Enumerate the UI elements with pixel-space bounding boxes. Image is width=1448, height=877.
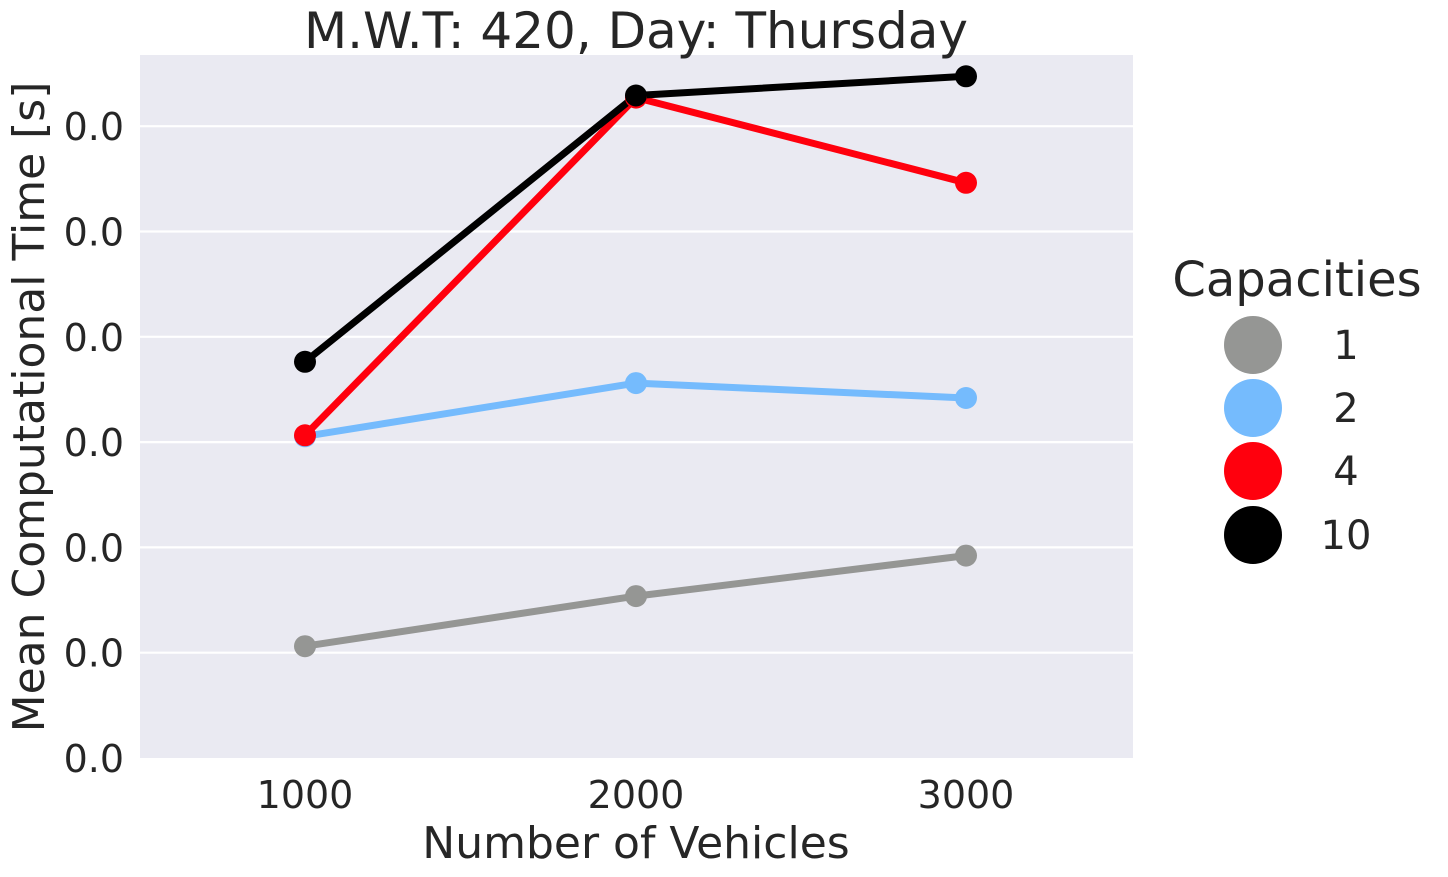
y-tick-label: 0.0 (64, 526, 124, 570)
data-point-1-3000 (955, 544, 977, 567)
y-tick-label: 0.0 (64, 105, 124, 149)
legend-item-1: 1 (1224, 316, 1359, 374)
y-tick-label: 0.0 (64, 421, 124, 465)
legend-marker (1224, 442, 1282, 500)
legend-marker (1224, 379, 1282, 437)
legend-item-10: 10 (1224, 506, 1371, 564)
x-axis-label: Number of Vehicles (422, 818, 849, 869)
y-axis-ticks: 0.0 0.0 0.0 0.0 0.0 0.0 0.0 (64, 105, 124, 781)
y-tick-label: 0.0 (64, 632, 124, 676)
legend-item-4: 4 (1224, 442, 1359, 500)
x-tick-label: 1000 (257, 773, 354, 817)
legend-marker (1224, 506, 1282, 564)
data-point-4-3000 (955, 171, 977, 194)
data-point-2-2000 (625, 372, 647, 395)
y-tick-label: 0.0 (64, 737, 124, 781)
data-point-10-3000 (955, 65, 977, 88)
legend-label: 1 (1333, 323, 1358, 369)
x-tick-label: 2000 (588, 773, 685, 817)
legend-label: 4 (1333, 449, 1358, 495)
legend: Capacities 1 2 4 10 (1172, 252, 1422, 564)
y-tick-label: 0.0 (64, 316, 124, 360)
chart-title: M.W.T: 420, Day: Thursday (304, 2, 968, 60)
x-tick-label: 3000 (918, 773, 1015, 817)
y-tick-label: 0.0 (64, 211, 124, 255)
data-point-2-3000 (955, 387, 977, 409)
data-point-10-1000 (294, 350, 316, 373)
x-axis-ticks: 1000 2000 3000 (257, 773, 1015, 817)
legend-label: 2 (1333, 386, 1358, 432)
data-point-1-2000 (625, 585, 647, 608)
data-point-4-1000 (294, 424, 316, 447)
legend-title: Capacities (1172, 252, 1421, 308)
y-axis-label: Mean Computational Time [s] (4, 82, 55, 733)
legend-label: 10 (1321, 513, 1372, 559)
legend-marker (1224, 316, 1282, 374)
legend-item-2: 2 (1224, 379, 1359, 437)
data-point-10-2000 (625, 84, 647, 107)
series-points (294, 65, 977, 658)
data-point-1-1000 (294, 635, 316, 658)
